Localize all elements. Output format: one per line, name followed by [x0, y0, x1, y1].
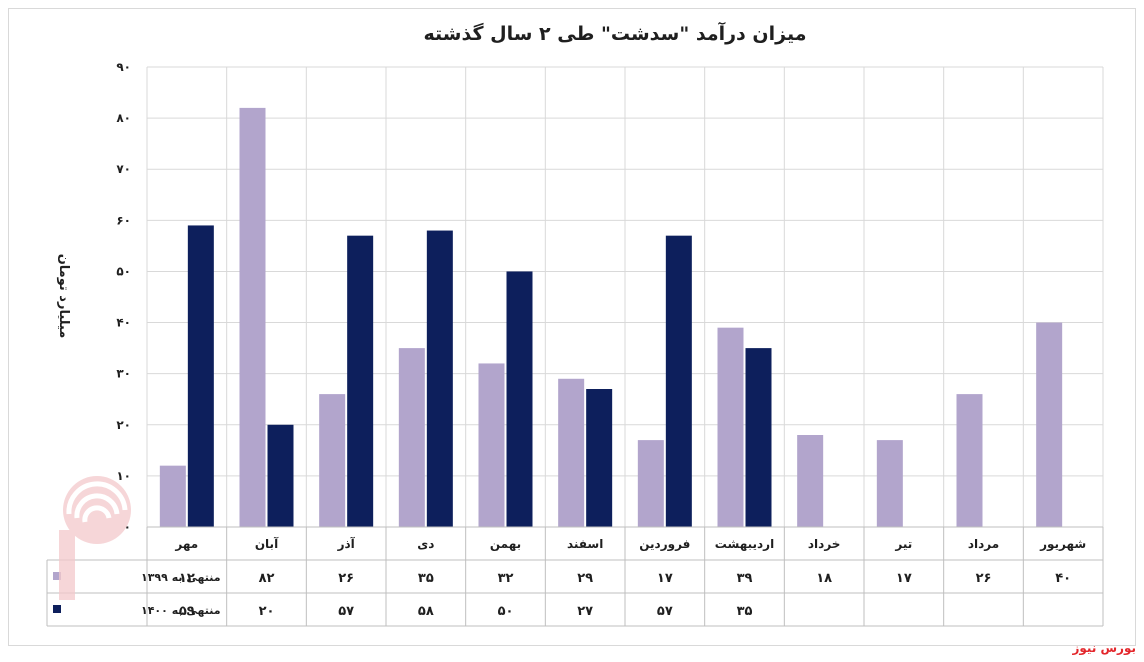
data-table: مهر آبان آذر دی بهمن اسفند فروردین اردیبهشت خردا…: [46, 526, 1104, 627]
bar-series-2: [506, 271, 533, 527]
y-axis-ticks: ۰ ۱۰ ۲۰ ۳۰ ۴۰ ۵۰ ۶۰ ۷۰ ۸۰ ۹۰: [116, 60, 131, 534]
data-label: ۵۷: [338, 604, 354, 619]
bar-series-1: [717, 327, 744, 527]
bar-series-2: [586, 389, 613, 527]
chart-title: میزان درآمد "سدشت" طی ۲ سال گذشته: [424, 21, 807, 45]
y-tick-label: ۶۰: [116, 213, 131, 227]
data-label: ۳۲: [498, 571, 514, 586]
bar-series-2: [187, 225, 214, 527]
legend-label: منتهی به ۱۴۰۰: [141, 604, 221, 617]
bars: [159, 107, 1063, 528]
x-tick-label: آبان: [255, 536, 279, 551]
data-label: ۵۹: [179, 604, 195, 619]
data-label: ۴۰: [1055, 571, 1071, 586]
legend-swatch: [53, 605, 61, 613]
data-label: ۸۲: [259, 571, 275, 586]
y-tick-label: ۹۰: [116, 60, 131, 74]
bar-series-2: [426, 230, 453, 528]
data-label: ۵۷: [657, 604, 673, 619]
x-tick-label: دی: [417, 537, 434, 551]
bar-series-1: [159, 465, 186, 527]
legend-label: منتهی به ۱۳۹۹: [141, 571, 221, 584]
bar-series-1: [319, 394, 346, 527]
bar-series-1: [398, 348, 425, 527]
x-tick-label: اسفند: [567, 537, 603, 551]
legend-swatch: [53, 572, 61, 580]
data-label: ۳۵: [418, 571, 434, 586]
bar-series-1: [239, 107, 266, 527]
bar-series-1: [797, 435, 824, 527]
data-label: ۲۶: [338, 571, 354, 586]
data-label: ۱۲: [179, 571, 195, 586]
data-label: ۵۸: [418, 604, 434, 619]
x-tick-label: شهریور: [1039, 537, 1086, 552]
data-label: ۳۹: [737, 571, 753, 586]
y-tick-label: ۵۰: [116, 264, 131, 278]
y-tick-label: ۰: [124, 520, 131, 534]
y-tick-label: ۱۰: [116, 469, 131, 483]
data-label: ۱۷: [896, 571, 912, 586]
data-label: ۲۷: [577, 604, 593, 619]
watermark-logo: [59, 476, 131, 600]
bar-series-2: [267, 424, 294, 527]
y-axis-label: میلیارد تومان: [56, 254, 71, 339]
bar-series-1: [558, 378, 585, 527]
data-label: ۲۹: [577, 571, 593, 586]
data-label: ۲۰: [259, 604, 275, 619]
source-label: بورس نیوز: [1072, 641, 1136, 655]
x-tick-label: آذر: [337, 536, 356, 551]
bar-series-1: [637, 440, 664, 527]
bar-series-1: [956, 394, 983, 527]
data-label: ۵۰: [498, 604, 514, 619]
data-label: ۳۵: [737, 604, 753, 619]
data-label: ۱۷: [657, 571, 673, 586]
data-label: ۱۸: [816, 571, 832, 586]
x-tick-label: بهمن: [490, 537, 521, 551]
y-tick-label: ۴۰: [116, 316, 131, 330]
bar-series-2: [347, 235, 374, 527]
bar-series-1: [478, 363, 505, 527]
bar-series-1: [876, 440, 903, 527]
y-tick-label: ۲۰: [116, 418, 131, 432]
x-tick-label: اردیبهشت: [715, 537, 774, 551]
data-label: ۲۶: [976, 571, 992, 586]
x-tick-label: خرداد: [808, 537, 841, 551]
x-tick-label: فروردین: [639, 537, 690, 552]
bar-series-2: [745, 348, 772, 527]
bar-series-2: [665, 235, 692, 527]
y-tick-label: ۸۰: [116, 111, 131, 125]
x-tick-label: تیر: [894, 537, 912, 551]
x-tick-label: مرداد: [968, 537, 999, 551]
bar-series-1: [1036, 322, 1063, 527]
x-tick-label: مهر: [174, 537, 198, 551]
y-tick-label: ۷۰: [116, 162, 131, 176]
y-tick-label: ۳۰: [116, 367, 131, 381]
